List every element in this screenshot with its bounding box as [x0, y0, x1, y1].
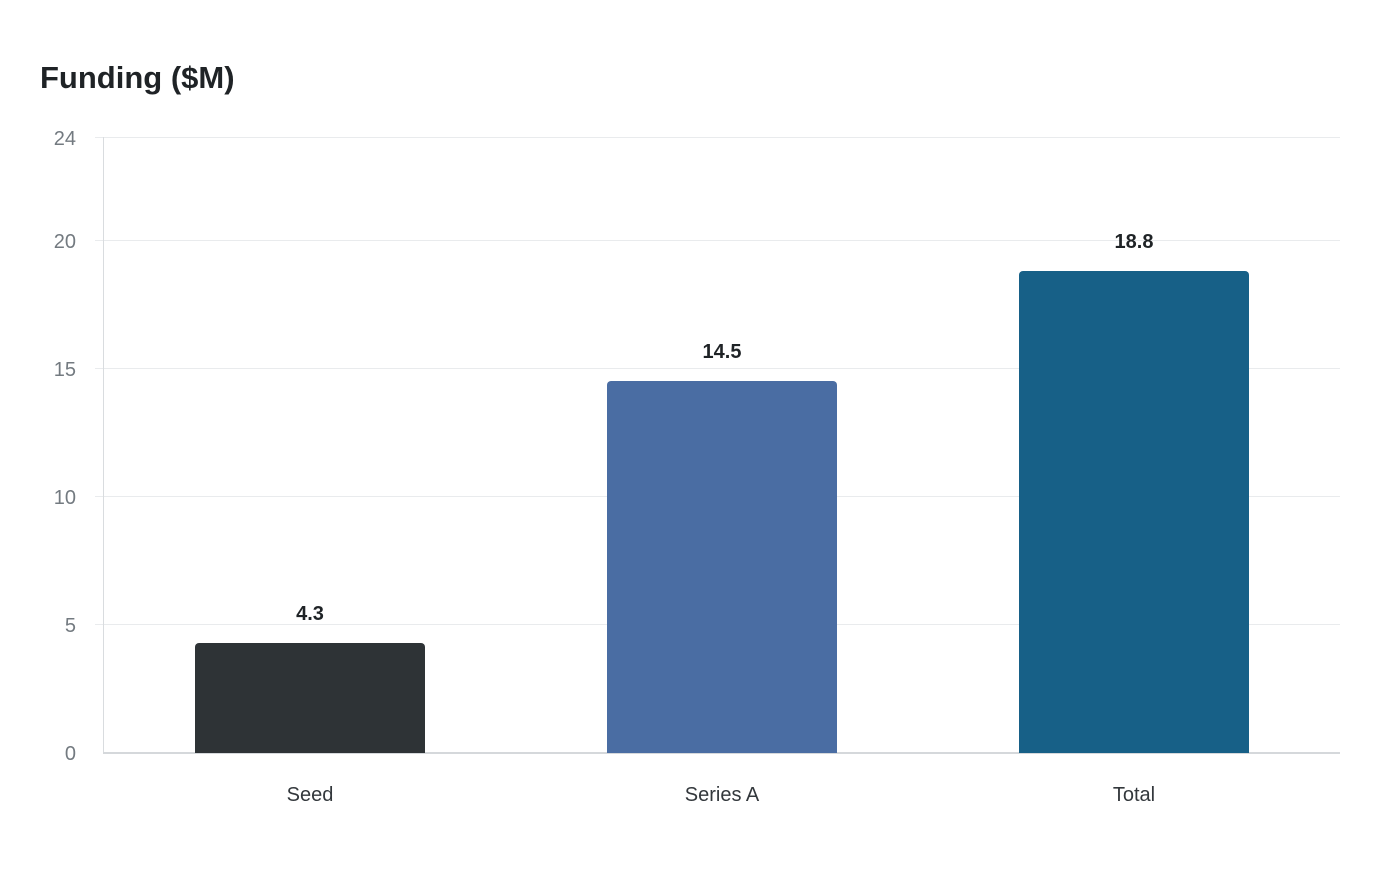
value-label-total: 18.8: [1114, 231, 1154, 253]
gridline-15: [95, 368, 1340, 369]
bar-total[interactable]: [1019, 271, 1249, 753]
y-tick-0: 0: [64, 743, 76, 765]
plot-area: 4.3 14.5 18.8: [95, 137, 1340, 754]
chart-title: Funding ($M): [40, 60, 235, 95]
y-axis-line: [103, 137, 104, 753]
x-axis-line: [103, 752, 1340, 754]
y-tick-10: 10: [53, 487, 76, 509]
x-label-seed: Seed: [286, 784, 334, 806]
value-label-series-a: 14.5: [702, 341, 742, 363]
x-label-series-a: Series A: [684, 784, 760, 806]
gridline-24: [95, 137, 1340, 138]
y-tick-5: 5: [64, 615, 76, 637]
y-tick-15: 15: [53, 359, 76, 381]
x-label-total: Total: [1112, 784, 1156, 806]
y-tick-20: 20: [53, 231, 76, 253]
y-tick-24: 24: [53, 128, 76, 150]
value-label-seed: 4.3: [296, 603, 324, 625]
bar-series-a[interactable]: [607, 381, 837, 753]
bar-seed[interactable]: [195, 643, 425, 753]
gridline-20: [95, 240, 1340, 241]
